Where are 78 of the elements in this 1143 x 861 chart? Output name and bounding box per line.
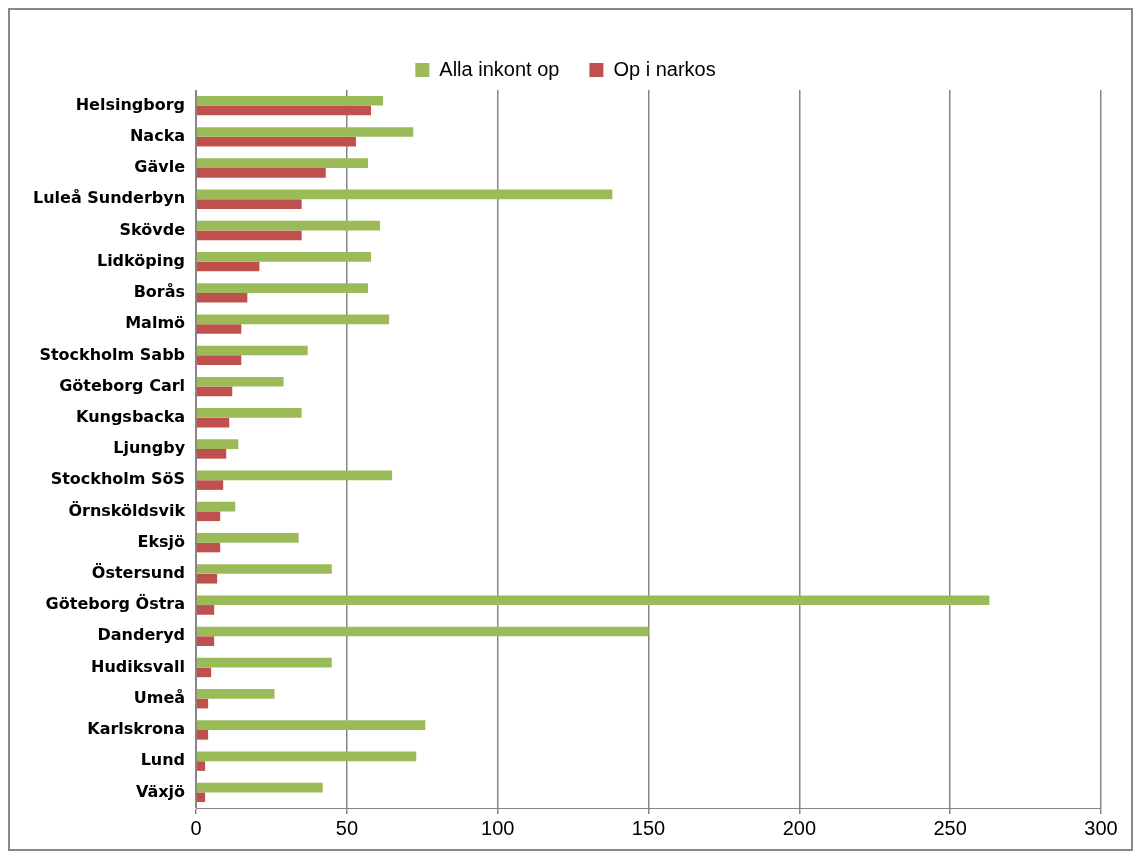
- bar: [196, 532, 299, 543]
- bar: [196, 605, 215, 615]
- bar: [196, 449, 227, 459]
- x-tick-label: 300: [1084, 816, 1118, 839]
- bar: [196, 636, 215, 646]
- bar: [196, 283, 368, 293]
- y-tick-label: Stockholm Sabb: [39, 344, 186, 364]
- x-tick-label: 0: [190, 816, 202, 839]
- bar: [196, 439, 239, 449]
- x-tick-label: 200: [782, 816, 817, 839]
- y-tick-label: Umeå: [133, 687, 186, 707]
- y-tick-label: Helsingborg: [75, 94, 186, 114]
- y-tick-label: Nacka: [129, 125, 186, 145]
- bar: [196, 127, 414, 137]
- bar: [196, 252, 372, 262]
- bar: [196, 417, 230, 428]
- legend-label: Op i narkos: [613, 57, 716, 80]
- bar: [196, 720, 426, 730]
- x-tick-label: 150: [631, 816, 666, 839]
- y-tick-label: Göteborg Östra: [45, 594, 186, 614]
- bar: [196, 345, 308, 356]
- y-tick-label: Eksjö: [137, 531, 186, 551]
- y-tick-label: Borås: [133, 282, 186, 302]
- bar: [196, 782, 323, 793]
- bar: [196, 136, 356, 147]
- y-tick-label: Gävle: [134, 157, 186, 177]
- bar: [196, 324, 242, 334]
- bar: [196, 292, 248, 303]
- x-tick-label: 250: [933, 816, 967, 839]
- bar: [196, 355, 242, 366]
- bar: [196, 95, 384, 106]
- y-tick-label: Östersund: [91, 563, 186, 583]
- bar: [196, 511, 221, 522]
- bar: [196, 792, 206, 803]
- bar: [196, 314, 390, 325]
- y-tick-label: Örnsköldsvik: [68, 500, 186, 520]
- y-tick-label: Göteborg Carl: [59, 375, 186, 395]
- bar: [196, 230, 302, 241]
- bar: [196, 729, 209, 740]
- bar: [196, 501, 236, 512]
- bar: [196, 751, 417, 762]
- bar: [196, 667, 212, 678]
- bar: [196, 386, 233, 397]
- bar: [196, 595, 990, 606]
- bar: [196, 105, 372, 116]
- bar: [196, 564, 332, 574]
- legend-label: Alla inkont op: [439, 57, 560, 80]
- bar: [196, 626, 649, 637]
- bar: [196, 158, 368, 169]
- bar: [196, 689, 275, 699]
- y-tick-label: Lidköping: [96, 250, 186, 270]
- y-tick-label: Hudiksvall: [90, 656, 186, 676]
- bar: [196, 657, 332, 668]
- y-tick-label: Växjö: [135, 781, 186, 801]
- y-tick-label: Ljungby: [113, 438, 186, 458]
- y-tick-label: Luleå Sunderbyn: [33, 188, 186, 208]
- y-tick-label: Karlskrona: [87, 719, 186, 739]
- bar: [196, 698, 209, 709]
- bar: [196, 761, 206, 771]
- x-tick-label: 50: [335, 816, 359, 839]
- bar: [196, 408, 302, 418]
- bar: [196, 480, 224, 490]
- y-tick-label: Kungsbacka: [76, 406, 186, 426]
- bar: [196, 168, 326, 178]
- y-tick-label: Lund: [140, 750, 186, 770]
- bar: [196, 199, 302, 209]
- y-tick-label: Danderyd: [97, 625, 186, 645]
- y-tick-label: Skövde: [119, 219, 186, 239]
- y-tick-label: Stockholm SöS: [50, 469, 186, 489]
- y-tick-label: Malmö: [125, 313, 186, 333]
- bar: [196, 261, 260, 272]
- bar: [196, 376, 284, 387]
- bar: [196, 220, 381, 231]
- bar: [196, 573, 218, 584]
- bar: [196, 542, 221, 553]
- bar: [196, 470, 393, 481]
- bar: [196, 189, 613, 200]
- x-tick-label: 100: [481, 816, 515, 839]
